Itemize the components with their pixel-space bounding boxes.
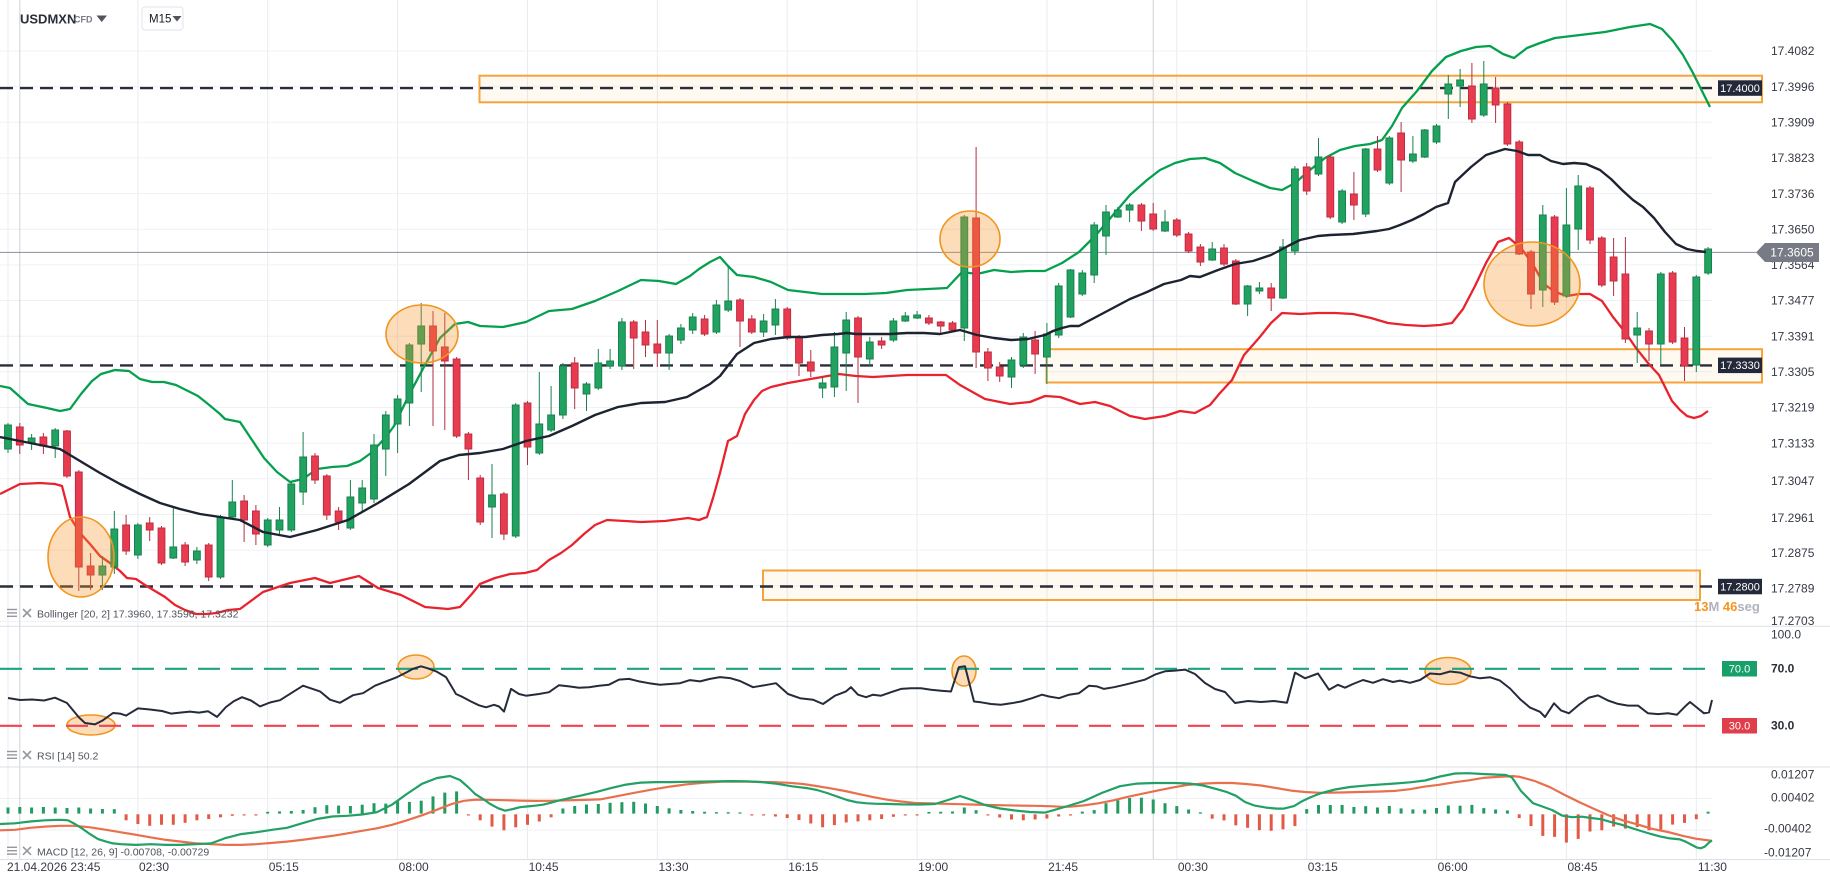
- svg-text:RSI [14] 50.2: RSI [14] 50.2: [37, 751, 98, 763]
- svg-text:70.0: 70.0: [1771, 662, 1795, 676]
- svg-text:17.3133: 17.3133: [1771, 436, 1815, 450]
- svg-text:17.4000: 17.4000: [1720, 83, 1760, 95]
- svg-text:M15: M15: [149, 14, 171, 26]
- svg-text:17.2703: 17.2703: [1771, 614, 1815, 628]
- svg-text:00:30: 00:30: [1178, 860, 1208, 874]
- svg-text:17.3736: 17.3736: [1771, 187, 1815, 201]
- svg-text:MACD [12, 26, 9] -0.00708, -0.: MACD [12, 26, 9] -0.00708, -0.00729: [37, 846, 209, 858]
- svg-text:03:15: 03:15: [1308, 860, 1338, 874]
- svg-text:17.3047: 17.3047: [1771, 474, 1815, 488]
- svg-text:17.3823: 17.3823: [1771, 151, 1815, 165]
- svg-text:17.3605: 17.3605: [1770, 246, 1814, 260]
- svg-text:08:00: 08:00: [399, 860, 429, 874]
- svg-text:30.0: 30.0: [1771, 719, 1795, 733]
- svg-text:100.0: 100.0: [1771, 627, 1801, 641]
- svg-text:13:30: 13:30: [658, 860, 688, 874]
- svg-text:30.0: 30.0: [1729, 721, 1750, 733]
- svg-text:13M 46seg: 13M 46seg: [1694, 599, 1760, 614]
- svg-text:17.3330: 17.3330: [1720, 360, 1760, 372]
- svg-text:17.2789: 17.2789: [1771, 581, 1815, 595]
- svg-text:17.4082: 17.4082: [1771, 44, 1815, 58]
- svg-text:06:00: 06:00: [1438, 860, 1468, 874]
- svg-text:19:00: 19:00: [918, 860, 948, 874]
- svg-text:17.3305: 17.3305: [1771, 365, 1815, 379]
- svg-text:0.00402: 0.00402: [1771, 790, 1815, 804]
- svg-text:17.3909: 17.3909: [1771, 116, 1815, 130]
- svg-text:08:45: 08:45: [1567, 860, 1597, 874]
- svg-text:70.0: 70.0: [1729, 664, 1750, 676]
- svg-text:05:15: 05:15: [269, 860, 299, 874]
- svg-text:17.3391: 17.3391: [1771, 329, 1815, 343]
- svg-text:-0.00402: -0.00402: [1764, 821, 1812, 835]
- svg-text:11:30: 11:30: [1698, 860, 1727, 874]
- svg-text:02:30: 02:30: [139, 860, 169, 874]
- svg-text:10:45: 10:45: [529, 860, 559, 874]
- svg-text:17.2800: 17.2800: [1720, 581, 1760, 593]
- svg-text:17.2875: 17.2875: [1771, 546, 1815, 560]
- svg-text:0.01207: 0.01207: [1771, 767, 1815, 781]
- svg-text:USDMXN: USDMXN: [20, 12, 76, 27]
- svg-text:-0.01207: -0.01207: [1764, 845, 1812, 859]
- svg-text:17.3477: 17.3477: [1771, 294, 1815, 308]
- svg-text:Bollinger [20, 2] 17.3960, 17.: Bollinger [20, 2] 17.3960, 17.3596, 17.3…: [37, 609, 239, 621]
- svg-text:17.3650: 17.3650: [1771, 222, 1815, 236]
- svg-text:21:45: 21:45: [1048, 860, 1078, 874]
- svg-text:16:15: 16:15: [788, 860, 818, 874]
- svg-text:21.04.2026 23:45: 21.04.2026 23:45: [7, 860, 101, 874]
- svg-text:17.2961: 17.2961: [1771, 511, 1815, 525]
- svg-text:17.3219: 17.3219: [1771, 401, 1815, 415]
- svg-text:CFD: CFD: [74, 15, 93, 25]
- svg-text:17.3996: 17.3996: [1771, 80, 1815, 94]
